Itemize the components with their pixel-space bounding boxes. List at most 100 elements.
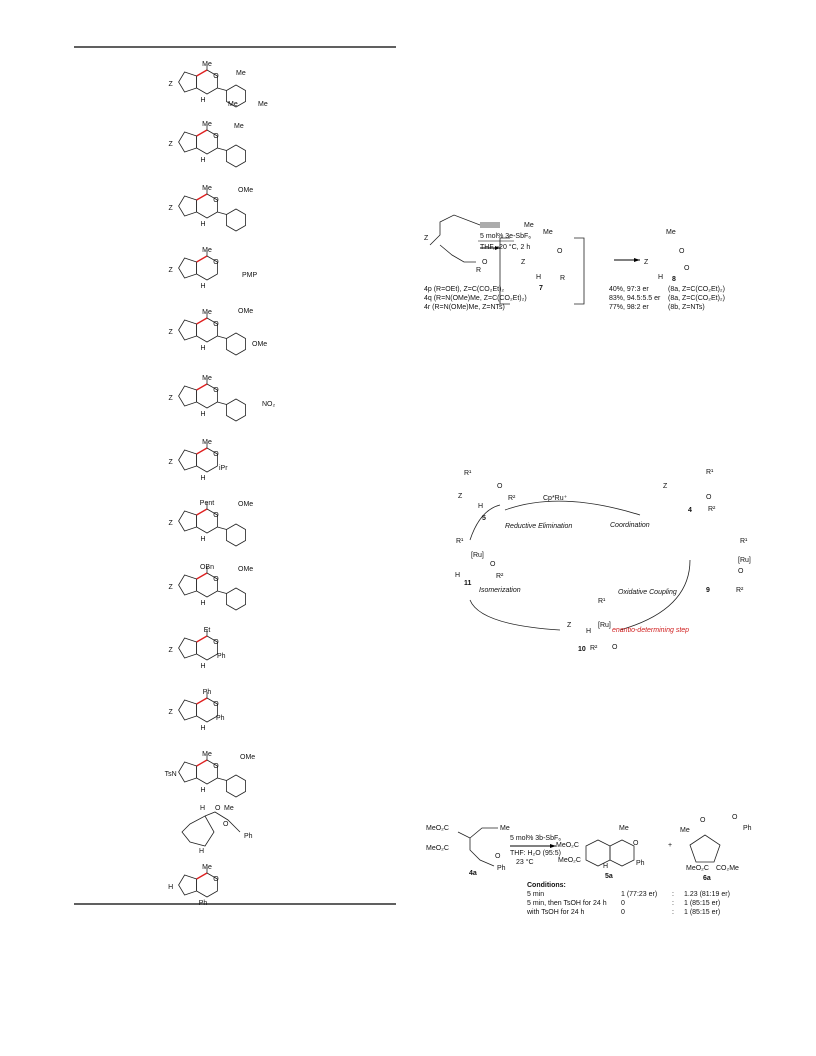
conditions: THF: H₂O (95:5) bbox=[510, 850, 561, 857]
step-label: Isomerization bbox=[479, 587, 521, 594]
structure: MeO H Ph bbox=[168, 864, 219, 907]
arrow bbox=[504, 500, 641, 516]
label: H bbox=[658, 274, 663, 281]
label: [Ru] bbox=[471, 552, 484, 559]
ratio-sep: : bbox=[672, 909, 674, 916]
atom-label: O bbox=[223, 821, 229, 828]
structure: MeO Z H NO₂ bbox=[168, 375, 276, 422]
condition: 5 min, then TsOH for 24 h bbox=[527, 900, 607, 907]
compound-number: 4 bbox=[688, 507, 692, 514]
bond bbox=[457, 831, 495, 867]
compound-number: 5 bbox=[482, 515, 486, 522]
label: Me bbox=[666, 229, 676, 236]
ring bbox=[226, 84, 246, 108]
atom-label: Et bbox=[204, 627, 211, 634]
label: O bbox=[490, 561, 496, 568]
ring bbox=[226, 144, 246, 168]
conditions: 5 mol% 3b-SbF₆ bbox=[510, 835, 561, 842]
atom-label: H bbox=[200, 221, 205, 228]
ring bbox=[178, 385, 198, 407]
result: (8a, Z=C(CO₂Et)₂) bbox=[668, 286, 725, 293]
structure: OBn O Z H OMe bbox=[168, 564, 253, 611]
result: 83%, 94.5:5.5 er bbox=[609, 295, 661, 302]
atom-label: Z bbox=[168, 205, 173, 212]
atom-label: Z bbox=[168, 647, 173, 654]
label: [Ru] bbox=[738, 557, 751, 564]
atom-label: H bbox=[200, 475, 205, 482]
atom-label: Ph bbox=[244, 833, 253, 840]
atom-label: H bbox=[200, 345, 205, 352]
atom-label: OMe bbox=[238, 501, 253, 508]
result: (8b, Z=NTs) bbox=[668, 304, 705, 311]
label: O bbox=[495, 853, 501, 860]
bracket bbox=[499, 237, 510, 305]
bond bbox=[204, 811, 241, 833]
atom-label: H bbox=[200, 787, 205, 794]
label: Me bbox=[619, 825, 629, 832]
arrowhead bbox=[495, 246, 500, 250]
atom-label: OMe bbox=[238, 187, 253, 194]
label: Me bbox=[543, 229, 553, 236]
compound-number: 9 bbox=[706, 587, 710, 594]
ratio: 0 bbox=[621, 900, 625, 907]
atom-label: O bbox=[213, 387, 219, 394]
label: CO₂Me bbox=[716, 865, 739, 872]
conditions: 23 °C bbox=[516, 858, 534, 866]
atom-label: H bbox=[200, 536, 205, 543]
atom-label: H bbox=[200, 283, 205, 290]
conditions-header: Conditions: bbox=[527, 882, 566, 889]
atom-label: Me bbox=[202, 121, 212, 128]
label: Z bbox=[521, 259, 526, 266]
atom-label: Me bbox=[202, 439, 212, 446]
ring bbox=[226, 523, 246, 547]
label: R bbox=[476, 267, 481, 274]
atom-label: O bbox=[215, 805, 221, 812]
ring bbox=[178, 874, 198, 896]
label: H bbox=[478, 503, 483, 510]
atom-label: TsN bbox=[165, 771, 177, 778]
bond bbox=[196, 572, 208, 580]
ring bbox=[689, 834, 721, 863]
bond bbox=[439, 244, 476, 263]
compound-number: 4a bbox=[469, 870, 477, 877]
atom-label: Me bbox=[202, 61, 212, 68]
ring bbox=[178, 761, 198, 783]
label: MeO₂C bbox=[426, 845, 449, 852]
atom-label: O bbox=[213, 259, 219, 266]
arrow bbox=[469, 599, 561, 631]
structure: Pent O Z H OMe bbox=[168, 500, 253, 547]
scheme-1: Me Z O R 5 mol% 3e-SbF₆ THF, -20 °C, 2 h… bbox=[424, 214, 725, 311]
arrow bbox=[619, 559, 691, 631]
compound-number: 7 bbox=[539, 285, 543, 292]
atom-label: Z bbox=[168, 395, 173, 402]
bond bbox=[469, 827, 498, 839]
result: 40%, 97:3 er bbox=[609, 286, 649, 293]
atom-label: O bbox=[213, 639, 219, 646]
ratio: 1 (85:15 er) bbox=[684, 900, 720, 907]
bracket bbox=[574, 237, 585, 305]
atom-label: H bbox=[200, 600, 205, 607]
label: Ph bbox=[743, 825, 752, 832]
step-label: Reductive Elimination bbox=[505, 523, 572, 530]
label: Ph bbox=[636, 860, 645, 867]
compound-number: 10 bbox=[578, 646, 586, 653]
ring bbox=[178, 71, 198, 93]
ring bbox=[178, 637, 198, 659]
label: Z bbox=[644, 259, 649, 266]
condition: 5 min bbox=[527, 891, 544, 898]
atom-label: O bbox=[213, 576, 219, 583]
structure: MeO TsN H OMe bbox=[165, 751, 255, 798]
label: MeO₂C bbox=[556, 842, 579, 849]
compound-number: 6a bbox=[703, 875, 711, 882]
label: O bbox=[738, 568, 744, 575]
compound-number: 5a bbox=[605, 873, 613, 880]
bond bbox=[217, 526, 227, 530]
step-label: Oxidative Coupling bbox=[618, 589, 677, 596]
bond bbox=[196, 129, 208, 137]
atom-label: O bbox=[213, 701, 219, 708]
atom-label: OMe bbox=[238, 566, 253, 573]
atom-label: OMe bbox=[238, 308, 253, 315]
